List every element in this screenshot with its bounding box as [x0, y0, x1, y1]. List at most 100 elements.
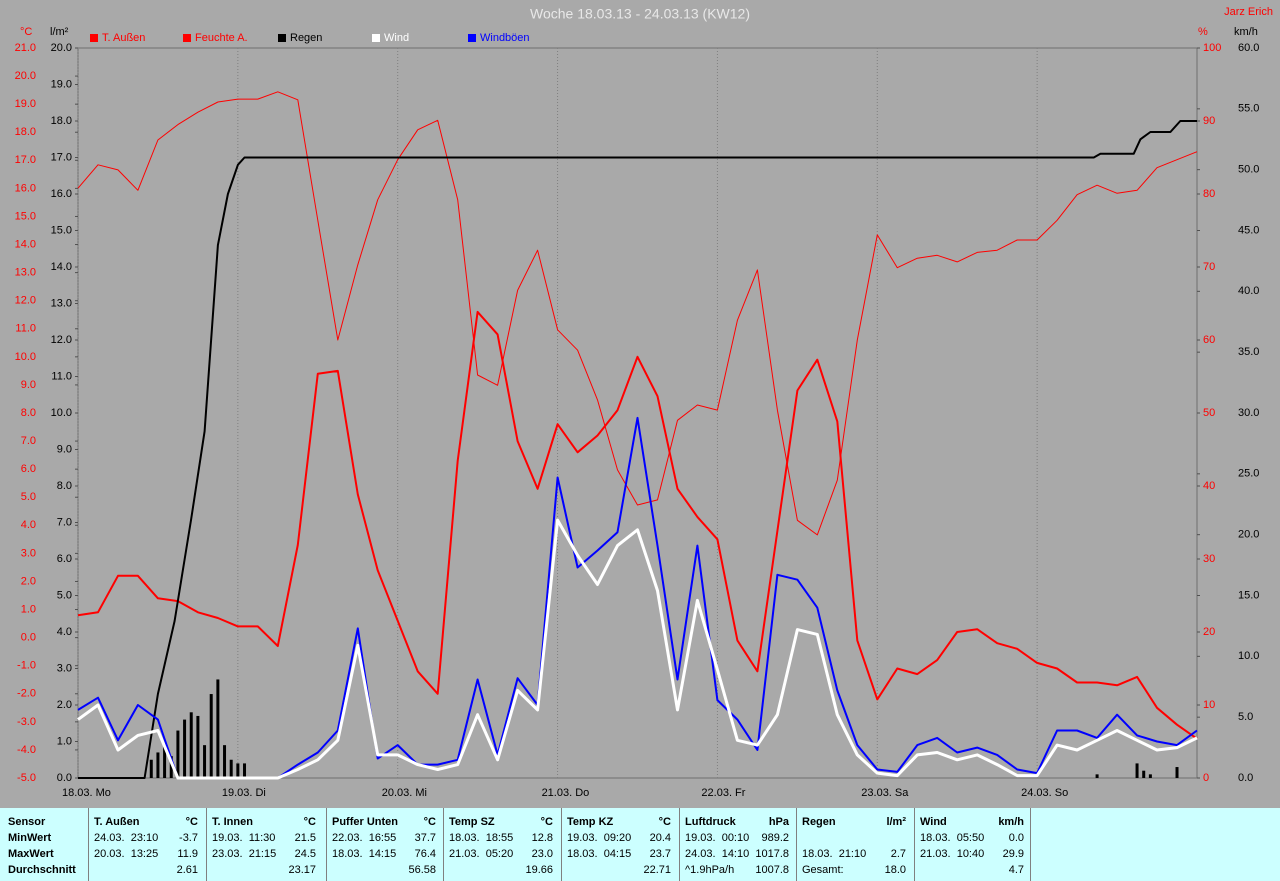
- rain-bar: [236, 763, 240, 778]
- y4-tick-label: 55.0: [1238, 103, 1259, 115]
- cell-value: -3.7: [179, 832, 198, 844]
- y4-tick-label: 20.0: [1238, 529, 1259, 541]
- cell-value: 23.0: [531, 848, 553, 860]
- y3-tick-label: 13.0: [51, 297, 72, 309]
- cell-value: 2.7: [890, 848, 906, 860]
- cell-value: 29.9: [1002, 848, 1024, 860]
- y-tick-label: 18.0: [15, 126, 36, 138]
- y4-tick-label: 0.0: [1238, 772, 1253, 784]
- sensor-unit: °C: [540, 816, 553, 828]
- cell-value: 37.7: [414, 832, 436, 844]
- y-tick-label: 9.0: [21, 379, 36, 391]
- cell-time: 18.03. 05:50: [920, 832, 985, 844]
- y3-tick-label: 6.0: [57, 553, 72, 565]
- y-tick-label: 19.0: [15, 98, 36, 110]
- rain-bar: [169, 756, 173, 778]
- legend-swatch: [468, 34, 476, 42]
- cell-time: 22.03. 16:55: [332, 832, 397, 844]
- rain-bar: [183, 719, 187, 778]
- rain-bar: [203, 745, 207, 778]
- column-separator: [443, 808, 444, 881]
- y-tick-label: -4.0: [17, 744, 36, 756]
- y-tick-label: 5.0: [21, 491, 36, 503]
- legend-swatch: [183, 34, 191, 42]
- rain-bar: [189, 712, 193, 778]
- cell-value: 24.5: [294, 848, 316, 860]
- y-tick-label: 14.0: [15, 238, 36, 250]
- rain-bar: [216, 679, 220, 778]
- x-tick-label: 18.03. Mo: [62, 787, 111, 799]
- y3-axis-label: l/m²: [50, 26, 69, 38]
- cell-value: 989.2: [761, 832, 789, 844]
- rain-bar: [196, 715, 200, 778]
- cell-time: ^1.9hPa/h: [685, 864, 735, 876]
- column-separator: [914, 808, 915, 881]
- y-tick-label: 16.0: [15, 182, 36, 194]
- y-tick-label: 13.0: [15, 267, 36, 279]
- y4-tick-label: 15.0: [1238, 589, 1259, 601]
- y3-tick-label: 18.0: [51, 115, 72, 127]
- y-tick-label: 8.0: [21, 407, 36, 419]
- column-separator: [796, 808, 797, 881]
- cell-time: 18.03. 04:15: [567, 848, 632, 860]
- series-line: [77, 518, 1198, 780]
- y3-tick-label: 14.0: [51, 261, 72, 273]
- rain-bar: [1142, 770, 1146, 778]
- x-tick-label: 24.03. So: [1021, 787, 1068, 799]
- legend-label: Regen: [290, 32, 322, 44]
- y-tick-label: -3.0: [17, 716, 36, 728]
- y4-tick-label: 25.0: [1238, 468, 1259, 480]
- rain-bar: [1095, 774, 1099, 778]
- y4-tick-label: 5.0: [1238, 711, 1253, 723]
- row-label: Durchschnitt: [8, 864, 76, 876]
- sensor-unit: °C: [185, 816, 198, 828]
- cell-time: 21.03. 10:40: [920, 848, 985, 860]
- y3-tick-label: 5.0: [57, 589, 72, 601]
- cell-time: 21.03. 05:20: [449, 848, 514, 860]
- y-tick-label: 4.0: [21, 519, 36, 531]
- cell-value: 20.4: [649, 832, 671, 844]
- sensor-unit: °C: [303, 816, 316, 828]
- x-tick-label: 22.03. Fr: [701, 787, 745, 799]
- cell-value: 19.66: [525, 864, 553, 876]
- sensor-unit: km/h: [998, 816, 1024, 828]
- y3-tick-label: 11.0: [51, 370, 72, 382]
- y2-axis-label: %: [1198, 26, 1208, 38]
- cell-value: 2.61: [176, 864, 198, 876]
- sensor-name: Puffer Unten: [332, 816, 398, 828]
- cell-time: 23.03. 21:15: [212, 848, 277, 860]
- cell-time: 19.03. 09:20: [567, 832, 632, 844]
- y-tick-label: -2.0: [17, 688, 36, 700]
- y2-tick-label: 60: [1203, 334, 1215, 346]
- y2-tick-label: 50: [1203, 407, 1215, 419]
- stats-table: Sensor MinWert MaxWert Durchschnitt T. Außen…: [0, 808, 1280, 881]
- sensor-name: Wind: [920, 816, 947, 828]
- cell-value: 1007.8: [755, 864, 789, 876]
- y-tick-label: 12.0: [15, 295, 36, 307]
- cell-value: 12.8: [531, 832, 553, 844]
- y2-tick-label: 90: [1203, 115, 1215, 127]
- y-tick-label: 3.0: [21, 547, 36, 559]
- sensor-name: Temp KZ: [567, 816, 614, 828]
- cell-value: 0.0: [1008, 832, 1024, 844]
- sensor-unit: °C: [658, 816, 671, 828]
- y3-tick-label: 4.0: [57, 626, 72, 638]
- sensor-name: Luftdruck: [685, 816, 736, 828]
- legend-label: Wind: [384, 32, 409, 44]
- rain-bar: [156, 752, 160, 778]
- y4-tick-label: 50.0: [1238, 164, 1259, 176]
- column-separator: [206, 808, 207, 881]
- y-tick-label: 6.0: [21, 463, 36, 475]
- row-label: MaxWert: [8, 848, 54, 860]
- y2-tick-label: 80: [1203, 188, 1215, 200]
- column-separator: [561, 808, 562, 881]
- cell-value: 76.4: [414, 848, 436, 860]
- series-line: [77, 416, 1198, 779]
- rain-bar: [149, 759, 153, 778]
- y4-tick-label: 30.0: [1238, 407, 1259, 419]
- y2-tick-label: 70: [1203, 261, 1215, 273]
- sensor-unit: l/m²: [886, 816, 906, 828]
- y3-tick-label: 1.0: [57, 735, 72, 747]
- y3-tick-label: 8.0: [57, 480, 72, 492]
